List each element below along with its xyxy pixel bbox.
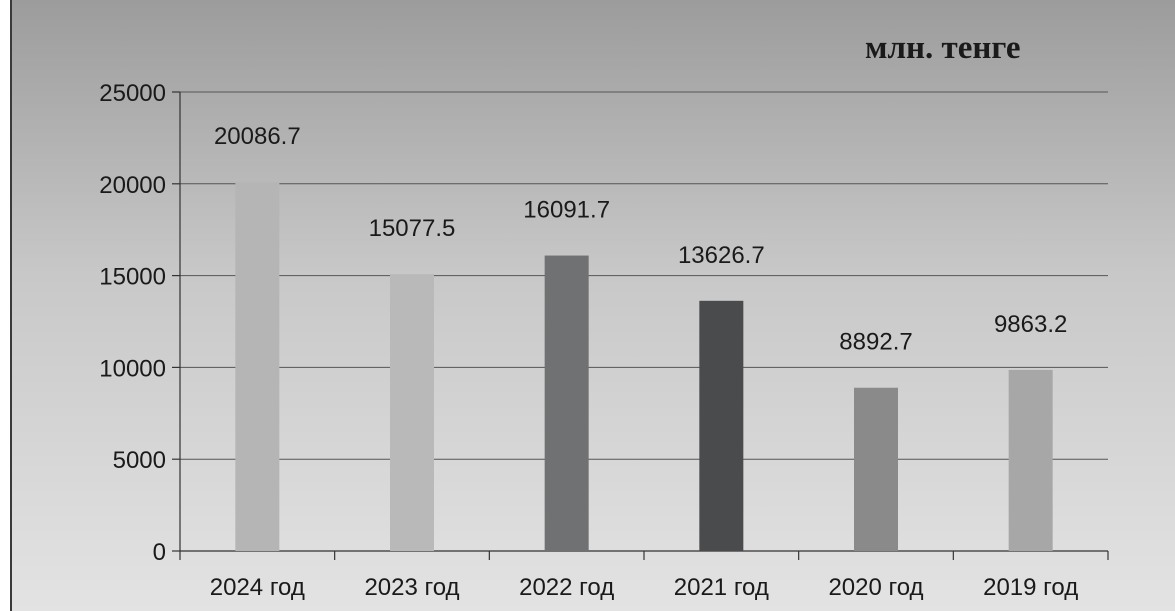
data-label: 15077.5: [369, 215, 456, 242]
chart-unit-label: млн. тенге: [865, 30, 1021, 66]
bars: [235, 182, 1053, 551]
x-tick-label: 2024 год: [210, 574, 305, 601]
x-tick-label: 2022 год: [519, 574, 614, 601]
bar: [390, 274, 434, 551]
chart-background: [10, 0, 1175, 611]
data-label: 20086.7: [214, 123, 301, 150]
bar: [699, 300, 744, 551]
gridlines: [180, 91, 1108, 460]
bar: [1008, 369, 1053, 551]
y-tick-label: 15000: [99, 264, 166, 291]
bar: [235, 182, 280, 551]
y-tick-label: 0: [153, 539, 166, 566]
data-label: 8892.7: [839, 329, 912, 356]
data-label: 9863.2: [994, 311, 1067, 338]
x-tick-label: 2020 год: [828, 574, 923, 601]
labels: 0 5000 10000 15000 20000 25000 20086.7 2024 год…: [99, 80, 1078, 601]
axes: [172, 91, 1109, 560]
x-tick-label: 2021 год: [674, 574, 769, 601]
y-tick-label: 5000: [113, 447, 166, 474]
bar: [544, 255, 589, 551]
y-tick-label: 25000: [99, 80, 166, 107]
x-tick-label: 2019 год: [983, 574, 1078, 601]
data-label: 13626.7: [678, 242, 765, 269]
x-tick-label: 2023 год: [364, 574, 459, 601]
y-tick-label: 20000: [99, 172, 166, 199]
y-tick-label: 10000: [99, 355, 166, 382]
bar: [854, 387, 898, 551]
data-label: 16091.7: [523, 197, 610, 224]
